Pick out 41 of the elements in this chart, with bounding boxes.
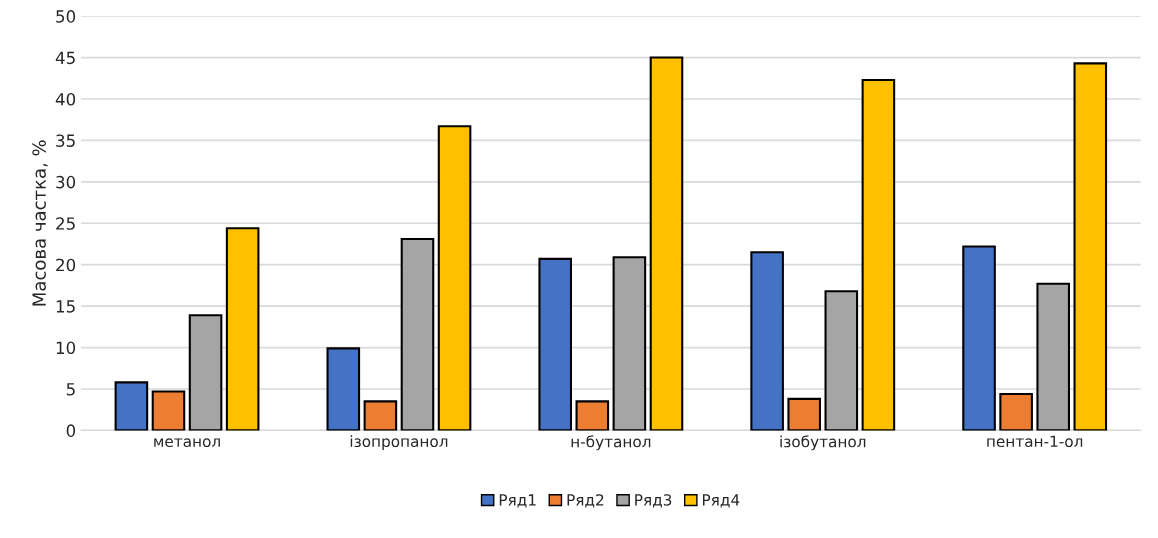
y-axis-title: Масова частка, % (32, 140, 48, 306)
legend-label: Ряд4 (702, 494, 740, 508)
bar (437, 125, 472, 431)
bar (649, 56, 684, 431)
x-tick-label: пентан-1-ол (987, 435, 1083, 448)
y-tick-label: 5 (66, 383, 75, 396)
y-tick-label: 50 (56, 10, 76, 23)
y-tick-label: 20 (56, 258, 76, 272)
bar (400, 237, 435, 431)
bar (114, 381, 149, 431)
legend-label: Ряд1 (499, 494, 536, 508)
x-tick-label: ізобутанол (780, 435, 866, 451)
bar (612, 256, 647, 431)
bar (1073, 62, 1108, 431)
bar (787, 397, 822, 431)
x-tick-label: метанол (154, 438, 220, 448)
bar (750, 251, 784, 431)
bar (575, 400, 610, 431)
bar (225, 227, 260, 431)
y-tick-label: 15 (56, 300, 75, 313)
y-tick-label: 45 (55, 51, 75, 65)
bar (999, 392, 1033, 431)
bar (363, 400, 398, 431)
bar (326, 347, 361, 431)
bar (188, 314, 223, 431)
x-tick-label: н-бутанол (571, 435, 651, 451)
bar (962, 245, 996, 431)
y-tick-label: 25 (56, 217, 75, 230)
x-tick-label: ізопропанол (350, 435, 448, 451)
y-tick-label: 10 (56, 341, 76, 355)
y-tick-label: 0 (66, 424, 76, 437)
y-tick-label: 40 (55, 92, 76, 106)
bar (1036, 282, 1071, 431)
bar (861, 78, 896, 431)
y-tick-label: 35 (56, 134, 75, 147)
bar (538, 257, 573, 431)
bar (824, 290, 859, 431)
legend-label: Ряд3 (635, 494, 672, 508)
bar (151, 390, 186, 431)
y-tick-label: 30 (56, 175, 76, 189)
legend-label: Ряд2 (567, 494, 604, 508)
